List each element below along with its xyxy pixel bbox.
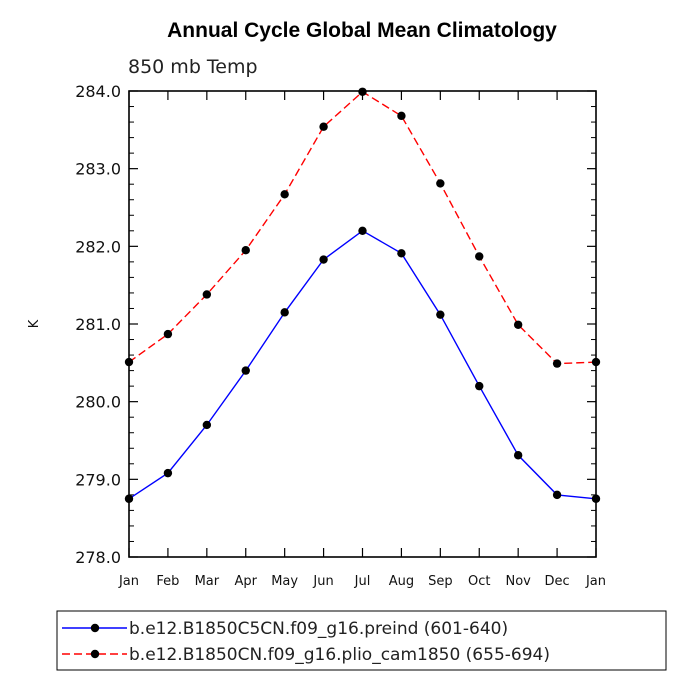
x-tick-label: Sep <box>428 574 453 589</box>
data-point-series-1 <box>397 249 406 258</box>
x-tick-label: Jan <box>118 574 139 589</box>
y-tick-label: 284.0 <box>75 82 121 101</box>
data-point-series-2 <box>163 329 173 339</box>
legend-marker-1 <box>90 623 100 633</box>
x-tick-label: Feb <box>156 574 179 589</box>
x-tick-label: Jun <box>312 574 333 589</box>
data-point-series-1 <box>202 420 212 430</box>
x-tick-label: Apr <box>235 574 258 589</box>
data-point-series-2 <box>124 357 134 367</box>
chart-title: Annual Cycle Global Mean Climatology <box>167 19 557 42</box>
data-point-series-2 <box>513 320 523 329</box>
data-point-series-1 <box>513 451 523 460</box>
x-tick-label: Mar <box>195 574 220 589</box>
y-tick-label: 278.0 <box>75 548 121 567</box>
data-point-series-2 <box>436 179 445 188</box>
plot-frame <box>128 90 597 558</box>
x-tick-label: May <box>271 574 298 589</box>
x-tick-label: Jan <box>585 574 606 589</box>
x-tick-label: Nov <box>505 574 531 589</box>
legend-marker-2 <box>90 649 100 659</box>
data-point-series-1 <box>124 494 134 503</box>
y-tick-label: 279.0 <box>75 470 121 489</box>
y-tick-label: 282.0 <box>75 237 121 256</box>
legend: b.e12.B1850C5CN.f09_g16.preind (601-640)… <box>62 619 550 665</box>
data-point-series-1 <box>475 381 484 391</box>
data-point-series-2 <box>280 190 289 199</box>
data-point-series-2 <box>397 111 406 121</box>
data-point-series-1 <box>591 494 601 503</box>
y-tick-label: 281.0 <box>75 315 121 334</box>
x-tick-label: Dec <box>545 574 570 589</box>
data-point-series-2 <box>202 290 212 299</box>
legend-label-1: b.e12.B1850C5CN.f09_g16.preind (601-640) <box>129 619 508 639</box>
series-layer <box>124 87 601 503</box>
chart-subtitle: 850 mb Temp <box>128 56 258 78</box>
data-point-series-2 <box>591 357 601 367</box>
legend-label-2: b.e12.B1850CN.f09_g16.plio_cam1850 (655-… <box>129 645 550 665</box>
data-point-series-1 <box>319 255 328 264</box>
x-tick-label: Jul <box>354 574 371 589</box>
data-point-series-1 <box>358 226 367 235</box>
y-tick-label: 280.0 <box>75 393 121 412</box>
y-axis-label: K <box>27 319 42 328</box>
data-point-series-2 <box>475 252 484 261</box>
data-point-series-2 <box>241 246 250 255</box>
legend-box <box>56 610 667 671</box>
data-point-series-2 <box>358 87 367 96</box>
y-tick-label: 283.0 <box>75 160 121 179</box>
x-tick-label: Aug <box>389 574 414 589</box>
series-line-1 <box>128 229 597 500</box>
data-point-series-2 <box>319 122 328 131</box>
data-point-series-2 <box>552 359 562 368</box>
data-point-series-1 <box>241 366 250 375</box>
data-point-series-1 <box>436 310 445 319</box>
x-tick-label: Oct <box>468 574 490 589</box>
data-point-series-1 <box>163 468 173 478</box>
data-point-series-1 <box>280 308 289 317</box>
data-point-series-1 <box>552 490 562 500</box>
axes: 278.0 279.0 280.0 281.0 282.0 283.0 284.0 Jan Fe… <box>75 82 606 589</box>
